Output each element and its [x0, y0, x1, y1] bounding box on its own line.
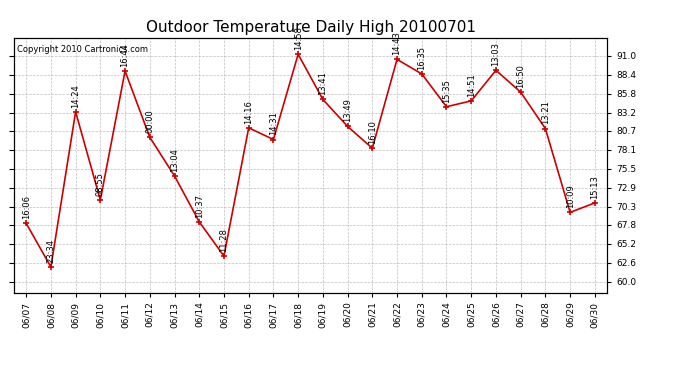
Text: 14:31: 14:31 [269, 111, 278, 135]
Text: 13:41: 13:41 [318, 71, 327, 95]
Text: 23:34: 23:34 [46, 239, 55, 263]
Text: 14:24: 14:24 [71, 84, 80, 108]
Text: 15:35: 15:35 [442, 79, 451, 102]
Text: 14:51: 14:51 [466, 73, 475, 97]
Text: 13:04: 13:04 [170, 148, 179, 172]
Text: 14:58: 14:58 [294, 26, 303, 50]
Text: 10:37: 10:37 [195, 194, 204, 217]
Text: 13:49: 13:49 [343, 98, 352, 122]
Text: 00:00: 00:00 [146, 110, 155, 133]
Text: 14:16: 14:16 [244, 100, 253, 124]
Text: 16:10: 16:10 [368, 120, 377, 144]
Text: 15:13: 15:13 [591, 175, 600, 199]
Title: Outdoor Temperature Daily High 20100701: Outdoor Temperature Daily High 20100701 [146, 20, 475, 35]
Text: 13:03: 13:03 [491, 42, 500, 66]
Text: 16:44: 16:44 [121, 43, 130, 67]
Text: 10:09: 10:09 [566, 184, 575, 208]
Text: Copyright 2010 Cartronics.com: Copyright 2010 Cartronics.com [17, 45, 148, 54]
Text: 16:06: 16:06 [21, 195, 30, 219]
Text: 14:43: 14:43 [393, 32, 402, 55]
Text: 11:28: 11:28 [219, 228, 228, 252]
Text: 16:50: 16:50 [516, 64, 525, 88]
Text: 13:21: 13:21 [541, 100, 550, 124]
Text: 16:35: 16:35 [417, 46, 426, 70]
Text: 08:55: 08:55 [96, 172, 105, 196]
